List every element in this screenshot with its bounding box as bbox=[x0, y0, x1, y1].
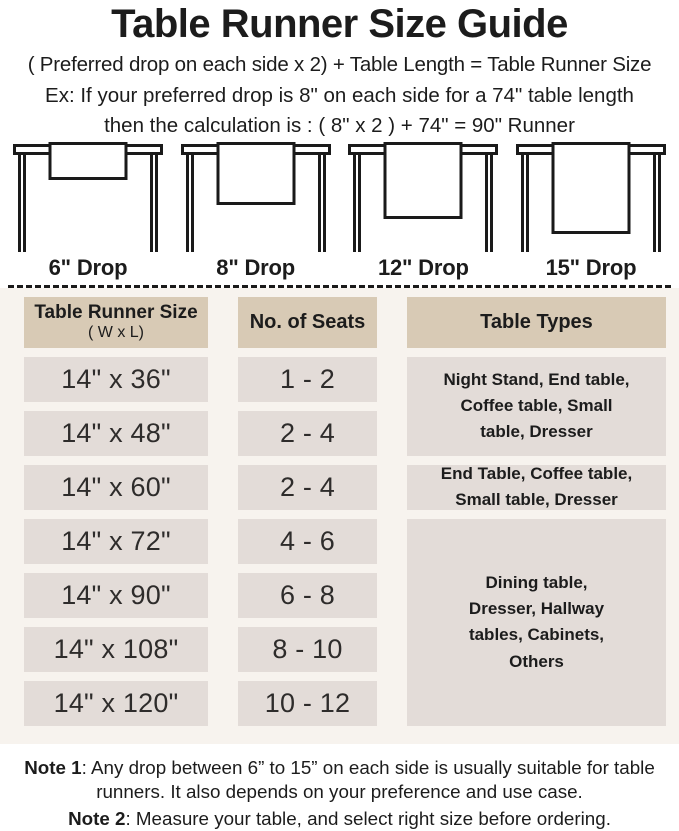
header-block: Table Runner Size Guide ( Preferred drop… bbox=[0, 0, 679, 138]
runner-size-cell: 14" x 60" bbox=[24, 464, 208, 510]
drop-label: 8" Drop bbox=[216, 254, 296, 280]
header-table-types: Table Types bbox=[407, 296, 666, 348]
table-types-cell-medium: End Table, Coffee table, Small table, Dr… bbox=[407, 464, 666, 510]
header-runner-size-title: Table Runner Size bbox=[34, 302, 198, 324]
runner-size-cell: 14" x 36" bbox=[24, 356, 208, 402]
table-types-cell-small: Night Stand, End table, Coffee table, Sm… bbox=[407, 356, 666, 456]
size-table: Table Runner Size ( W x L) No. of Seats … bbox=[24, 296, 666, 726]
header-seats-label: No. of Seats bbox=[249, 310, 366, 333]
page-title: Table Runner Size Guide bbox=[111, 2, 568, 46]
example-text-line2: then the calculation is : ( 8" x 2 ) + 7… bbox=[104, 113, 575, 137]
table-illustration bbox=[180, 141, 331, 252]
table-leg-left bbox=[185, 154, 194, 252]
runner-graphic bbox=[383, 141, 463, 219]
runner-size-cell: 14" x 48" bbox=[24, 410, 208, 456]
header-seats: No. of Seats bbox=[238, 296, 377, 348]
table-leg-right bbox=[652, 154, 661, 252]
drop-figures-row: 6" Drop 8" Drop 12" Drop 15" Drop bbox=[0, 141, 679, 281]
seats-cell: 6 - 8 bbox=[238, 572, 377, 618]
note-1-label: Note 1 bbox=[24, 756, 82, 778]
seats-cell: 1 - 2 bbox=[238, 356, 377, 402]
header-table-types-label: Table Types bbox=[480, 310, 593, 333]
seats-cell: 10 - 12 bbox=[238, 680, 377, 726]
drop-figure-15: 15" Drop bbox=[515, 141, 666, 281]
seats-cell: 2 - 4 bbox=[238, 410, 377, 456]
size-table-section: Table Runner Size ( W x L) No. of Seats … bbox=[0, 287, 679, 744]
drop-figure-8: 8" Drop bbox=[180, 141, 331, 281]
example-text-line1: Ex: If your preferred drop is 8" on each… bbox=[45, 83, 634, 107]
table-leg-right bbox=[150, 154, 158, 252]
notes-block: Note 1: Any drop between 6” to 15” on ea… bbox=[0, 744, 679, 831]
dashed-divider bbox=[8, 284, 671, 288]
runner-graphic bbox=[216, 141, 296, 205]
drop-label: 12" Drop bbox=[377, 254, 469, 280]
table-illustration bbox=[13, 141, 163, 252]
header-runner-size-sub: ( W x L) bbox=[88, 324, 144, 342]
seats-cell: 2 - 4 bbox=[238, 464, 377, 510]
seats-cell: 8 - 10 bbox=[238, 626, 377, 672]
runner-size-cell: 14" x 72" bbox=[24, 518, 208, 564]
header-runner-size: Table Runner Size ( W x L) bbox=[24, 296, 208, 348]
runner-size-cell: 14" x 108" bbox=[24, 626, 208, 672]
runner-size-cell: 14" x 90" bbox=[24, 572, 208, 618]
drop-figure-6: 6" Drop bbox=[13, 141, 163, 281]
table-leg-right bbox=[317, 154, 326, 252]
note-2-text: : Measure your table, and select right s… bbox=[125, 807, 611, 829]
table-types-cell-large: Dining table, Dresser, Hallway tables, C… bbox=[407, 518, 666, 726]
table-leg-left bbox=[353, 154, 362, 252]
drop-label: 15" Drop bbox=[545, 254, 637, 280]
table-leg-right bbox=[485, 154, 494, 252]
drop-label: 6" Drop bbox=[48, 254, 128, 280]
note-1: Note 1: Any drop between 6” to 15” on ea… bbox=[2, 756, 677, 804]
table-illustration bbox=[515, 141, 666, 252]
note-2: Note 2: Measure your table, and select r… bbox=[2, 807, 677, 831]
seats-cell: 4 - 6 bbox=[238, 518, 377, 564]
runner-graphic bbox=[551, 141, 631, 234]
table-illustration bbox=[348, 141, 499, 252]
note-1-text: : Any drop between 6” to 15” on each sid… bbox=[81, 756, 655, 802]
formula-text: ( Preferred drop on each side x 2) + Tab… bbox=[27, 52, 652, 76]
table-leg-left bbox=[18, 154, 26, 252]
runner-graphic bbox=[48, 141, 128, 180]
table-leg-left bbox=[520, 154, 529, 252]
drop-figure-12: 12" Drop bbox=[348, 141, 499, 281]
note-2-label: Note 2 bbox=[68, 807, 126, 829]
runner-size-cell: 14" x 120" bbox=[24, 680, 208, 726]
